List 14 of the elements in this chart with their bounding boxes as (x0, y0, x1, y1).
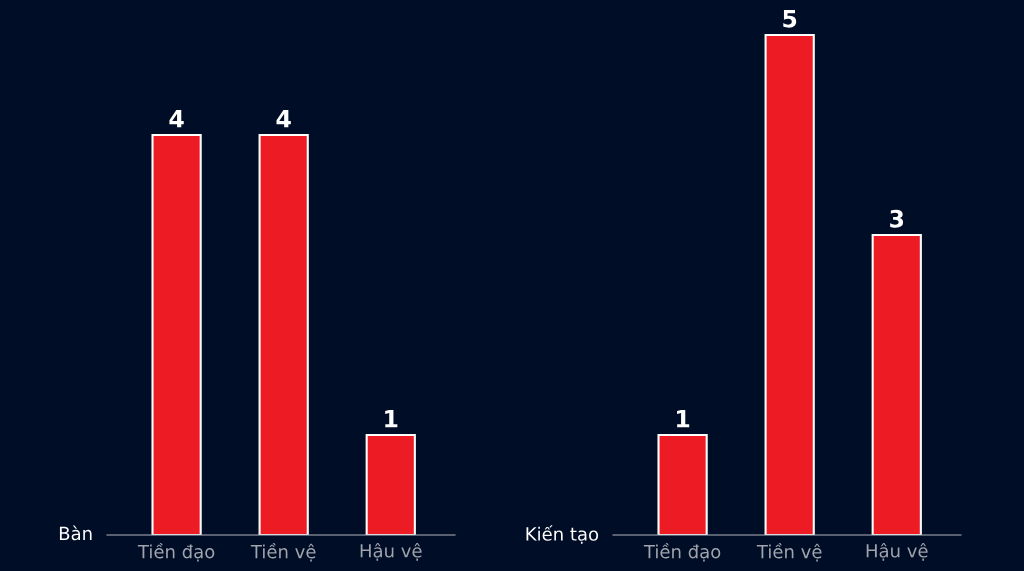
data-label: 5 (783, 10, 797, 28)
x-tick-label: Tiền đạo (643, 542, 721, 562)
x-tick-label: Tiền vệ (756, 542, 822, 562)
x-tick-label: Hậu vệ (866, 542, 928, 561)
x-tick-label: Tiền đạo (137, 542, 215, 562)
data-label: 1 (677, 410, 690, 428)
x-tick-label: Hậu vệ (360, 542, 422, 561)
data-label: 4 (276, 110, 291, 128)
y-axis-title: Kiến tạo (526, 525, 599, 544)
data-label: 1 (385, 410, 398, 428)
data-label: 4 (169, 110, 184, 128)
y-axis-title: Bàn (59, 525, 92, 541)
data-label: 3 (890, 209, 904, 228)
x-tick-label: Tiền vệ (250, 542, 316, 562)
